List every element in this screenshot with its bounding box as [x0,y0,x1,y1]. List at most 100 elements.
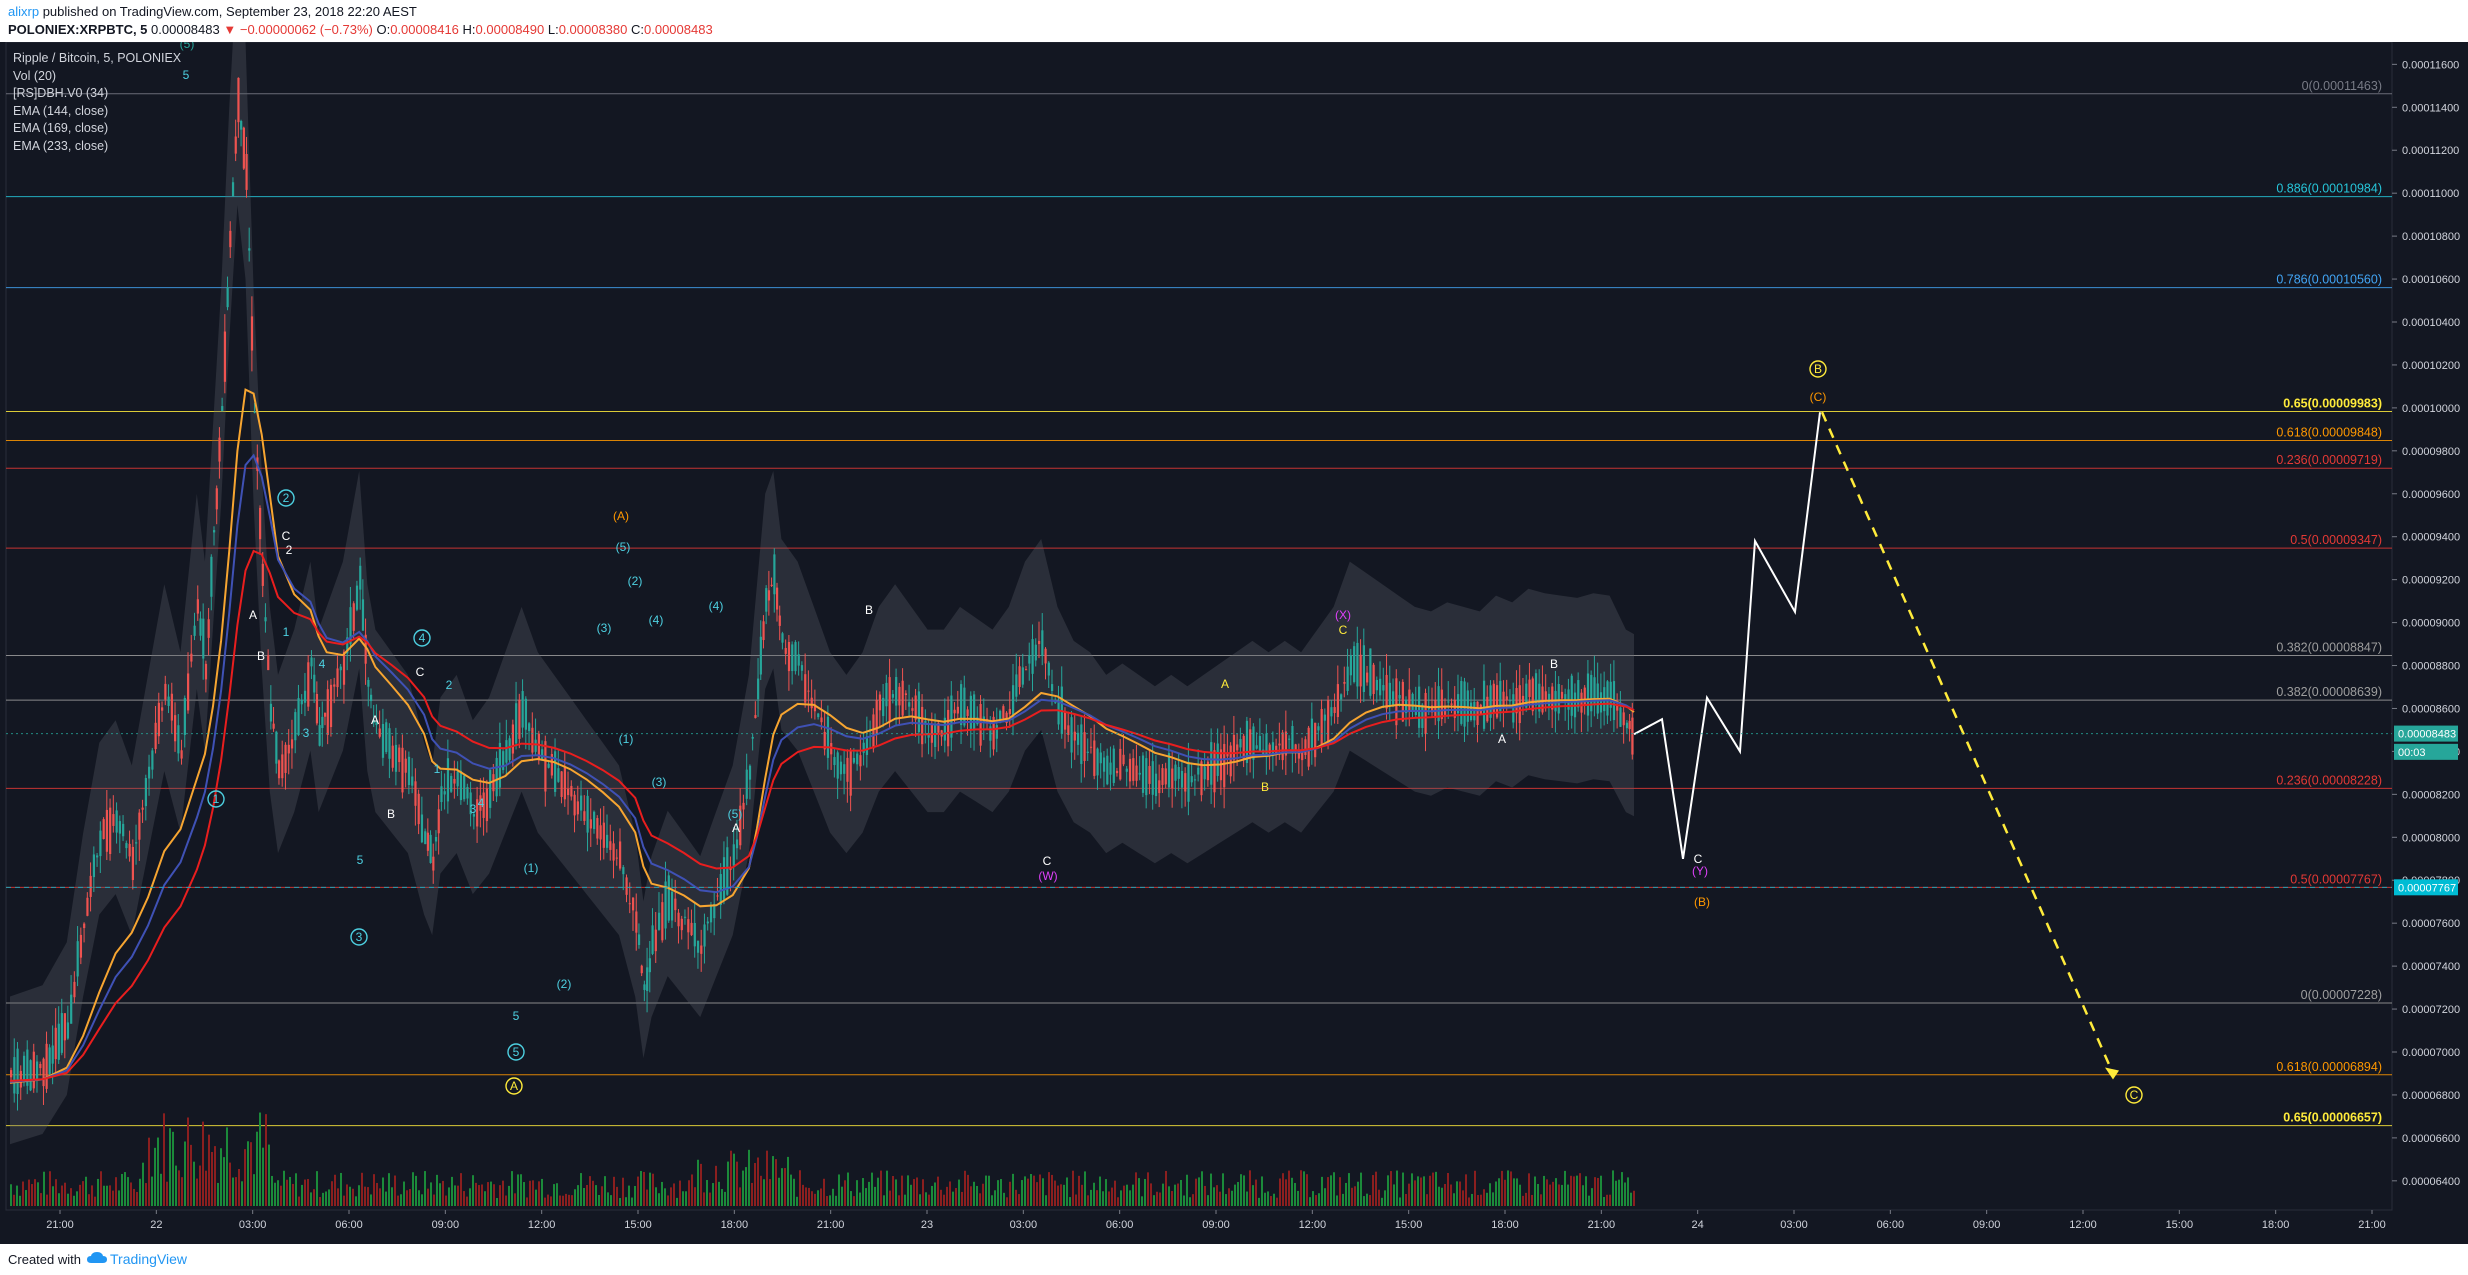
volume-bar [331,1181,333,1206]
volume-bar [1570,1175,1572,1206]
candle-body [908,702,911,707]
volume-bar [1585,1176,1587,1206]
volume-bar [1438,1186,1440,1206]
candle-body [287,744,290,754]
legend-item[interactable]: Vol (20) [13,68,57,83]
volume-bar [1483,1189,1485,1206]
wave-label: (4) [709,599,724,613]
legend-item[interactable]: EMA (144, close) [13,103,109,118]
candle-body [164,683,167,700]
volume-bar [478,1185,480,1206]
volume-bar [787,1156,789,1206]
tradingview-brand[interactable]: TradingView [110,1251,188,1267]
volume-bar [145,1183,147,1206]
candle-body [586,795,589,833]
volume-bar [802,1184,804,1206]
volume-bar [1381,1197,1383,1206]
volume-bar [571,1195,573,1206]
candle-body [781,633,784,643]
close-value: 0.00008483 [644,22,713,37]
candle-body [1590,674,1593,712]
legend-item[interactable]: [RS]DBH.V0 (34) [13,86,109,100]
legend-item[interactable]: EMA (233, close) [13,138,109,153]
volume-bar [763,1179,765,1206]
candle-body [557,768,560,782]
legend-item[interactable]: EMA (169, close) [13,121,109,135]
price-change: −0.00000062 (−0.73%) [239,22,373,37]
volume-bar [517,1174,519,1206]
volume-bar [31,1184,33,1206]
volume-bar [1441,1187,1443,1206]
candle-body [183,698,186,735]
candle-body [105,809,109,852]
candle-body [1323,714,1327,721]
volume-bar [1624,1182,1626,1206]
candle-body [315,693,319,724]
candle-body [1268,744,1271,754]
wave-label: (W) [1038,869,1057,883]
volume-bar [1045,1195,1047,1206]
x-tick-label: 09:00 [1973,1219,2001,1231]
x-tick-label: 06:00 [335,1219,363,1231]
wave-label: C [2130,1088,2139,1102]
candle-body [472,814,476,817]
volume-bar [649,1172,651,1206]
volume-bar [1474,1170,1476,1206]
volume-bar [205,1170,207,1206]
wave-label: B [865,603,873,617]
volume-bar [379,1188,381,1206]
volume-bar [820,1188,822,1206]
wave-label: 2 [283,491,290,505]
open-value: 0.00008416 [390,22,459,37]
y-tick-label: 0.00010000 [2402,403,2460,415]
volume-bar [613,1176,615,1206]
volume-bar [1420,1177,1422,1206]
candle-body [1190,776,1193,783]
candle-body [937,723,940,733]
volume-bar [1507,1170,1509,1206]
volume-bar [193,1161,195,1206]
candle-body [914,695,917,720]
volume-bar [148,1137,150,1206]
price-chart[interactable]: 0.00011600 0.00011400 0.00011200 0.00011000… [0,42,2468,1244]
candle-body [267,655,270,671]
volume-bar [1492,1192,1494,1206]
candle-body [1450,703,1453,705]
volume-bar [1450,1184,1452,1206]
author-link[interactable]: alixrp [8,4,40,19]
volume-bar [1435,1171,1437,1206]
volume-bar [352,1188,354,1206]
candle-body [1625,722,1629,729]
candle-body [762,621,765,641]
candle-body [231,182,235,197]
candle-body [943,717,946,741]
volume-bar [1330,1175,1332,1206]
volume-bar [1078,1175,1080,1206]
volume-bar [472,1175,474,1206]
volume-bar [655,1187,657,1206]
candle-body [703,924,706,947]
candle-body [70,994,73,1024]
volume-bar [1069,1197,1071,1206]
volume-bar [751,1182,753,1206]
candle-body [1132,758,1135,781]
candle-body [1401,681,1404,722]
candle-body [1495,685,1499,718]
candle-body [66,1022,70,1039]
wave-label: C [416,665,425,679]
candle-body [1086,751,1089,753]
candle-body [960,684,963,726]
volume-bar [745,1167,747,1206]
volume-bar [271,1175,273,1206]
candle-body [1538,683,1541,712]
x-tick-label: 12:00 [1299,1219,1327,1231]
candle-body [784,647,787,654]
volume-bar [286,1179,288,1206]
volume-bar [184,1141,186,1206]
volume-bar [526,1197,528,1206]
candle-body [820,717,823,723]
volume-bar [634,1185,636,1206]
candle-body [1297,750,1301,759]
volume-bar [1318,1193,1320,1206]
candle-body [1560,691,1564,699]
